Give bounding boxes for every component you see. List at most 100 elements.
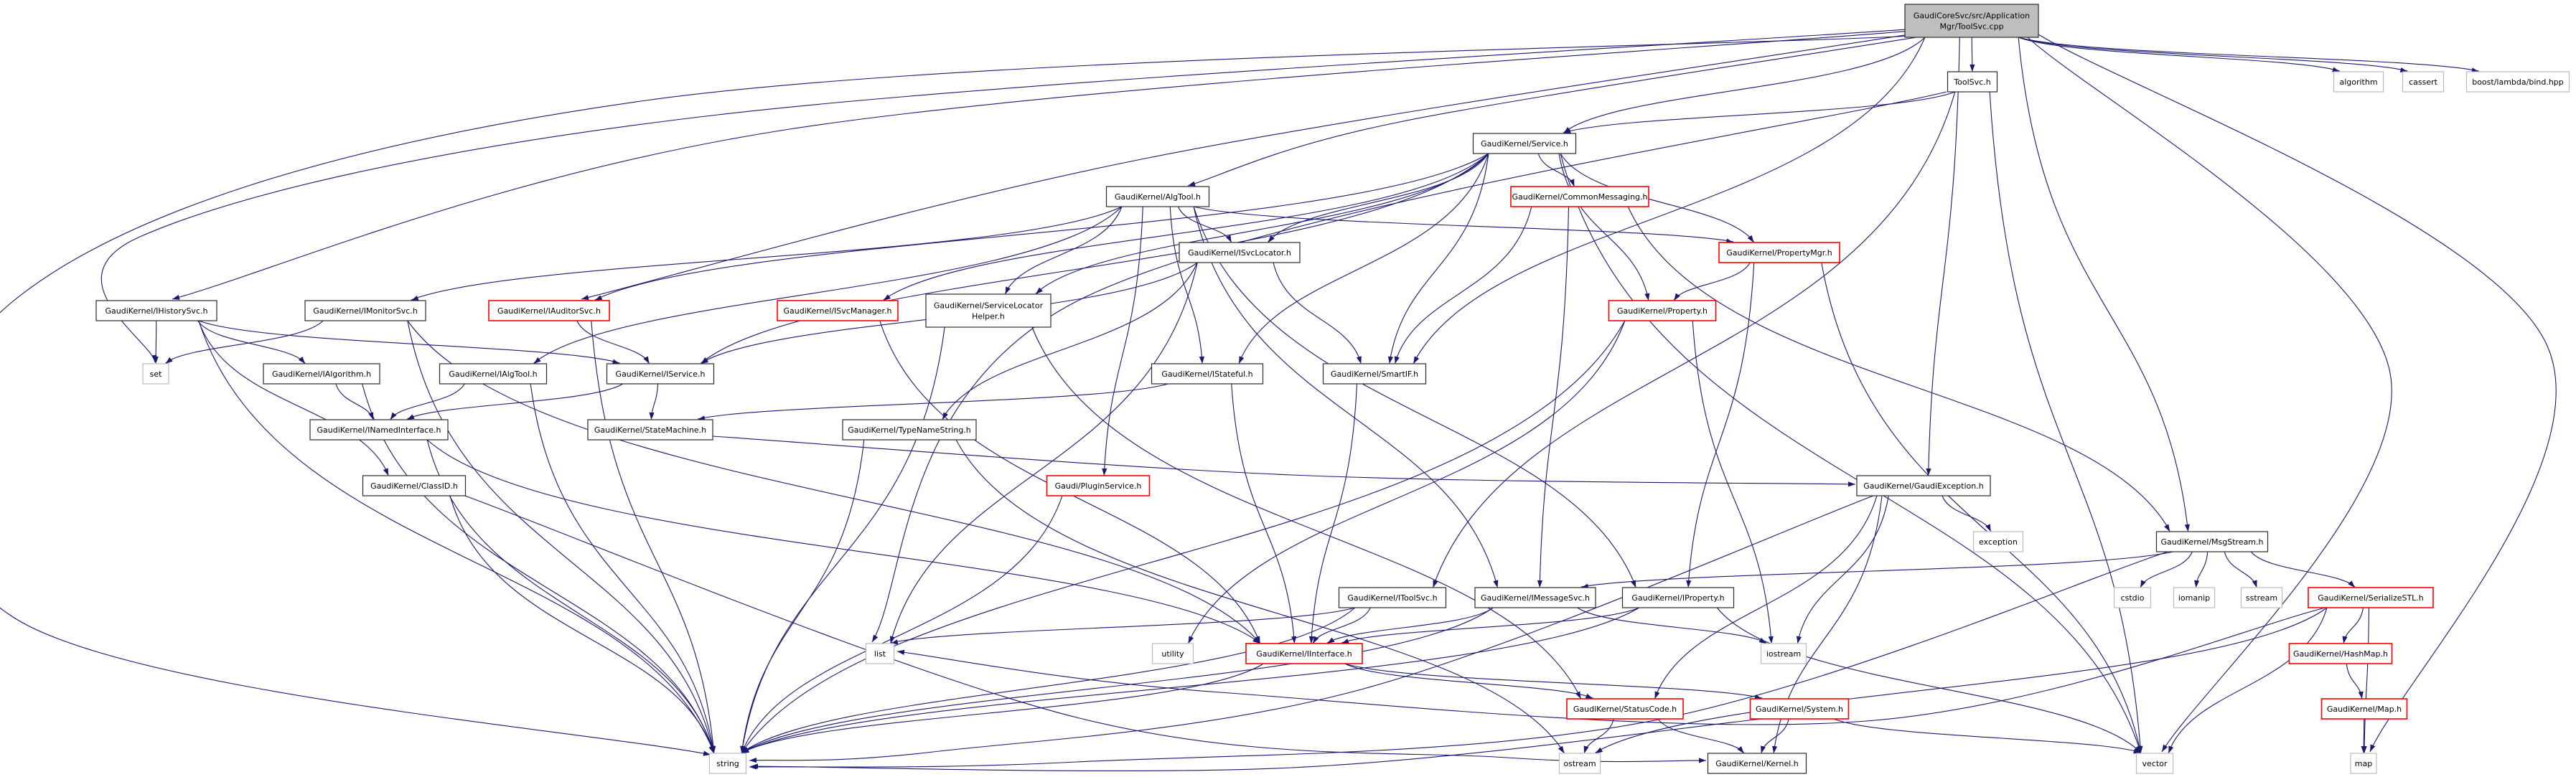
node-isvclocator[interactable]: GaudiKernel/ISvcLocator.h [1179,242,1301,263]
node-box-utility[interactable] [1151,643,1194,664]
node-box-vector[interactable] [2135,753,2174,774]
node-typenamestring[interactable]: GaudiKernel/TypeNameString.h [842,419,977,441]
node-box-imonitorsvc[interactable] [304,300,426,321]
node-cassert[interactable]: cassert [2402,71,2445,93]
node-box-string[interactable] [708,753,747,774]
node-box-hashmap[interactable] [2288,643,2393,664]
node-box-mapnode[interactable] [2320,698,2408,720]
node-box-classid[interactable] [362,475,467,496]
node-cstdio[interactable]: cstdio [2113,587,2152,608]
node-box-statemachine[interactable] [587,419,713,441]
node-box-cassert[interactable] [2402,71,2445,93]
node-gaudiexception[interactable]: GaudiKernel/GaudiException.h [1856,475,1991,496]
node-statuscode[interactable]: GaudiKernel/StatusCode.h [1566,698,1684,720]
node-classid[interactable]: GaudiKernel/ClassID.h [362,475,467,496]
node-box-system[interactable] [1749,698,1850,720]
node-utility[interactable]: utility [1151,643,1194,664]
node-box-gaudiexception[interactable] [1856,475,1991,496]
node-kernel[interactable]: GaudiKernel/Kernel.h [1707,753,1807,774]
node-exception[interactable]: exception [1972,531,2024,552]
node-box-statuscode[interactable] [1566,698,1684,720]
node-box-iomanip[interactable] [2173,587,2216,608]
node-box-boost[interactable] [2465,71,2570,93]
node-box-iostream[interactable] [1760,643,1807,664]
node-hashmap[interactable]: GaudiKernel/HashMap.h [2288,643,2393,664]
node-box-algorithm[interactable] [2333,71,2384,93]
node-istateful[interactable]: GaudiKernel/IStateful.h [1151,363,1264,385]
node-serializestl[interactable]: GaudiKernel/SerializeSTL.h [2308,587,2434,608]
node-stdmap[interactable]: map [2350,753,2377,774]
node-box-typenamestring[interactable] [842,419,977,441]
node-box-stdmap[interactable] [2350,753,2377,774]
node-iservice[interactable]: GaudiKernel/IService.h [606,363,715,385]
node-box-cstdio[interactable] [2113,587,2152,608]
node-iomanip[interactable]: iomanip [2173,587,2216,608]
node-box-inamedinterface[interactable] [309,419,449,441]
node-box-isvclocator[interactable] [1179,242,1301,263]
node-box-slhelper[interactable] [925,293,1052,328]
node-algorithm[interactable]: algorithm [2333,71,2384,93]
node-iproperty[interactable]: GaudiKernel/IProperty.h [1621,587,1735,608]
node-box-propertymgr[interactable] [1718,242,1840,263]
node-box-list[interactable] [865,643,895,664]
node-box-msgstream[interactable] [2155,531,2269,552]
node-box-set[interactable] [142,363,169,385]
node-box-ialgtool[interactable] [439,363,548,385]
node-box-root[interactable] [1904,4,2039,38]
node-system[interactable]: GaudiKernel/System.h [1749,698,1850,720]
node-box-service[interactable] [1472,133,1577,154]
node-box-property[interactable] [1608,300,1717,321]
node-algtool[interactable]: GaudiKernel/AlgTool.h [1105,186,1210,207]
node-box-ialgorithm[interactable] [263,363,380,385]
node-box-ihistorysvc[interactable] [95,300,217,321]
node-box-isvcmanager[interactable] [777,300,899,321]
node-msgstream[interactable]: GaudiKernel/MsgStream.h [2155,531,2269,552]
node-string[interactable]: string [708,753,747,774]
node-root[interactable]: GaudiCoreSvc/src/ApplicationMgr/ToolSvc.… [1904,4,2039,38]
node-itoolsvc[interactable]: GaudiKernel/IToolSvc.h [1338,587,1447,608]
node-box-pluginservice[interactable] [1046,475,1151,496]
node-toolsvc_h[interactable]: ToolSvc.h [1947,71,1998,93]
node-mapnode[interactable]: GaudiKernel/Map.h [2320,698,2408,720]
node-box-itoolsvc[interactable] [1338,587,1447,608]
node-box-ostream[interactable] [1558,753,1601,774]
node-property[interactable]: GaudiKernel/Property.h [1608,300,1717,321]
node-iinterface[interactable]: GaudiKernel/IInterface.h [1245,643,1363,664]
node-iauditorsvc[interactable]: GaudiKernel/IAuditorSvc.h [488,300,610,321]
node-service[interactable]: GaudiKernel/Service.h [1472,133,1577,154]
node-ihistorysvc[interactable]: GaudiKernel/IHistorySvc.h [95,300,217,321]
node-box-sstream[interactable] [2240,587,2283,608]
node-set[interactable]: set [142,363,169,385]
node-ialgtool[interactable]: GaudiKernel/IAlgTool.h [439,363,548,385]
node-isvcmanager[interactable]: GaudiKernel/ISvcManager.h [777,300,899,321]
node-imonitorsvc[interactable]: GaudiKernel/IMonitorSvc.h [304,300,426,321]
node-box-toolsvc_h[interactable] [1947,71,1998,93]
node-ialgorithm[interactable]: GaudiKernel/IAlgorithm.h [263,363,380,385]
node-commonmsg[interactable]: GaudiKernel/CommonMessaging.h [1510,186,1649,207]
node-box-imessagesvc[interactable] [1474,587,1596,608]
node-iostream[interactable]: iostream [1760,643,1807,664]
node-boost[interactable]: boost/lambda/bind.hpp [2465,71,2570,93]
node-box-smartif[interactable] [1322,363,1427,385]
node-inamedinterface[interactable]: GaudiKernel/INamedInterface.h [309,419,449,441]
node-box-iproperty[interactable] [1621,587,1735,608]
node-ostream[interactable]: ostream [1558,753,1601,774]
node-box-commonmsg[interactable] [1510,186,1649,207]
node-sstream[interactable]: sstream [2240,587,2283,608]
node-imessagesvc[interactable]: GaudiKernel/IMessageSvc.h [1474,587,1596,608]
node-box-exception[interactable] [1972,531,2024,552]
node-box-iinterface[interactable] [1245,643,1363,664]
node-box-kernel[interactable] [1707,753,1807,774]
node-box-iauditorsvc[interactable] [488,300,610,321]
node-statemachine[interactable]: GaudiKernel/StateMachine.h [587,419,713,441]
node-box-iservice[interactable] [606,363,715,385]
node-box-istateful[interactable] [1151,363,1264,385]
node-vector[interactable]: vector [2135,753,2174,774]
node-pluginservice[interactable]: Gaudi/PluginService.h [1046,475,1151,496]
node-propertymgr[interactable]: GaudiKernel/PropertyMgr.h [1718,242,1840,263]
node-list[interactable]: list [865,643,895,664]
node-box-algtool[interactable] [1105,186,1210,207]
node-box-serializestl[interactable] [2308,587,2434,608]
node-smartif[interactable]: GaudiKernel/SmartIF.h [1322,363,1427,385]
